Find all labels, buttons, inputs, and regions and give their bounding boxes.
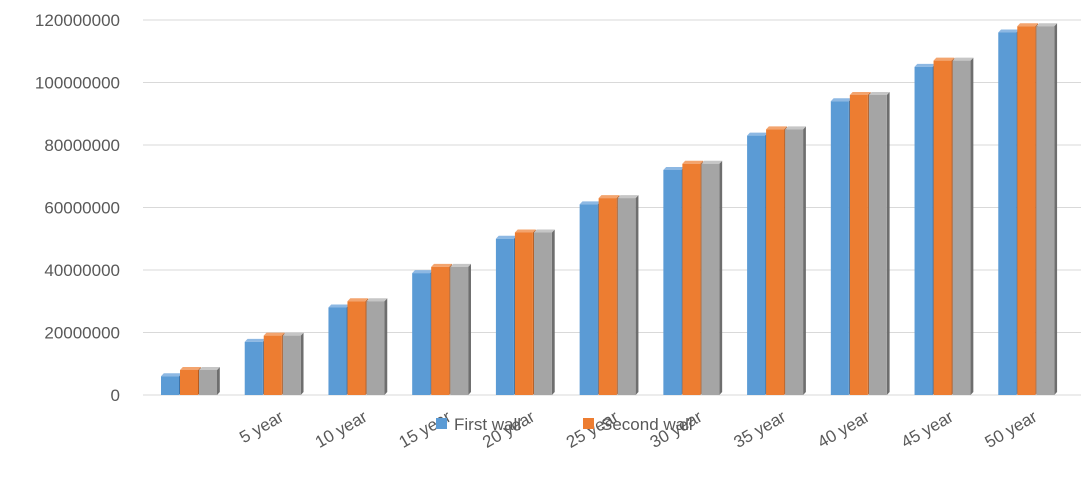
bar: [199, 367, 220, 395]
y-tick-label: 40000000: [44, 261, 120, 280]
bar: [682, 160, 704, 395]
legend-label: Second wall: [601, 415, 693, 434]
bar: [598, 195, 620, 395]
bar: [347, 298, 369, 395]
bar: [849, 92, 871, 395]
y-tick-label: 80000000: [44, 136, 120, 155]
bar: [785, 126, 806, 395]
bar: [952, 57, 974, 395]
x-category-label: 35 year: [730, 407, 789, 452]
bar: [1017, 23, 1039, 395]
bar: [263, 332, 285, 395]
bars: [161, 23, 1058, 395]
x-category-label: 40 year: [814, 407, 873, 452]
bar: [412, 270, 433, 395]
bar: [180, 367, 201, 395]
legend-swatch: [436, 418, 447, 429]
legend: First wall Second wall: [436, 415, 693, 434]
bar: [663, 167, 685, 395]
bar: [533, 229, 555, 395]
y-tick-label: 120000000: [35, 11, 120, 30]
x-category-label: 10 year: [312, 407, 371, 452]
y-tick-label: 60000000: [44, 199, 120, 218]
bar: [244, 338, 266, 395]
bar: [366, 298, 388, 395]
bar: [766, 126, 787, 395]
bar: [495, 235, 517, 395]
x-category-label: 5 year: [236, 407, 287, 447]
legend-swatch: [583, 418, 594, 429]
bar: [830, 98, 852, 395]
bar: [450, 263, 471, 395]
bar: [328, 304, 350, 395]
bar: [868, 92, 890, 395]
bar: [747, 132, 768, 395]
bar: [998, 29, 1020, 395]
bar: [282, 332, 304, 395]
bar: [431, 263, 452, 395]
x-category-label: 45 year: [898, 407, 957, 452]
bar: [701, 160, 723, 395]
bar: [161, 373, 182, 395]
bar: [617, 195, 639, 395]
bar: [1036, 23, 1058, 395]
y-tick-label: 100000000: [35, 74, 120, 93]
legend-label: First wall: [454, 415, 521, 434]
bar: [579, 201, 601, 395]
y-tick-label: 20000000: [44, 324, 120, 343]
y-tick-label: 0: [111, 386, 120, 405]
bar: [514, 229, 536, 395]
y-axis: 0 20000000 40000000 60000000 80000000 1000000…: [35, 11, 120, 405]
x-category-label: 50 year: [982, 407, 1041, 452]
bar: [933, 57, 955, 395]
bar: [914, 63, 936, 395]
x-category-label: 15 year: [396, 407, 455, 452]
